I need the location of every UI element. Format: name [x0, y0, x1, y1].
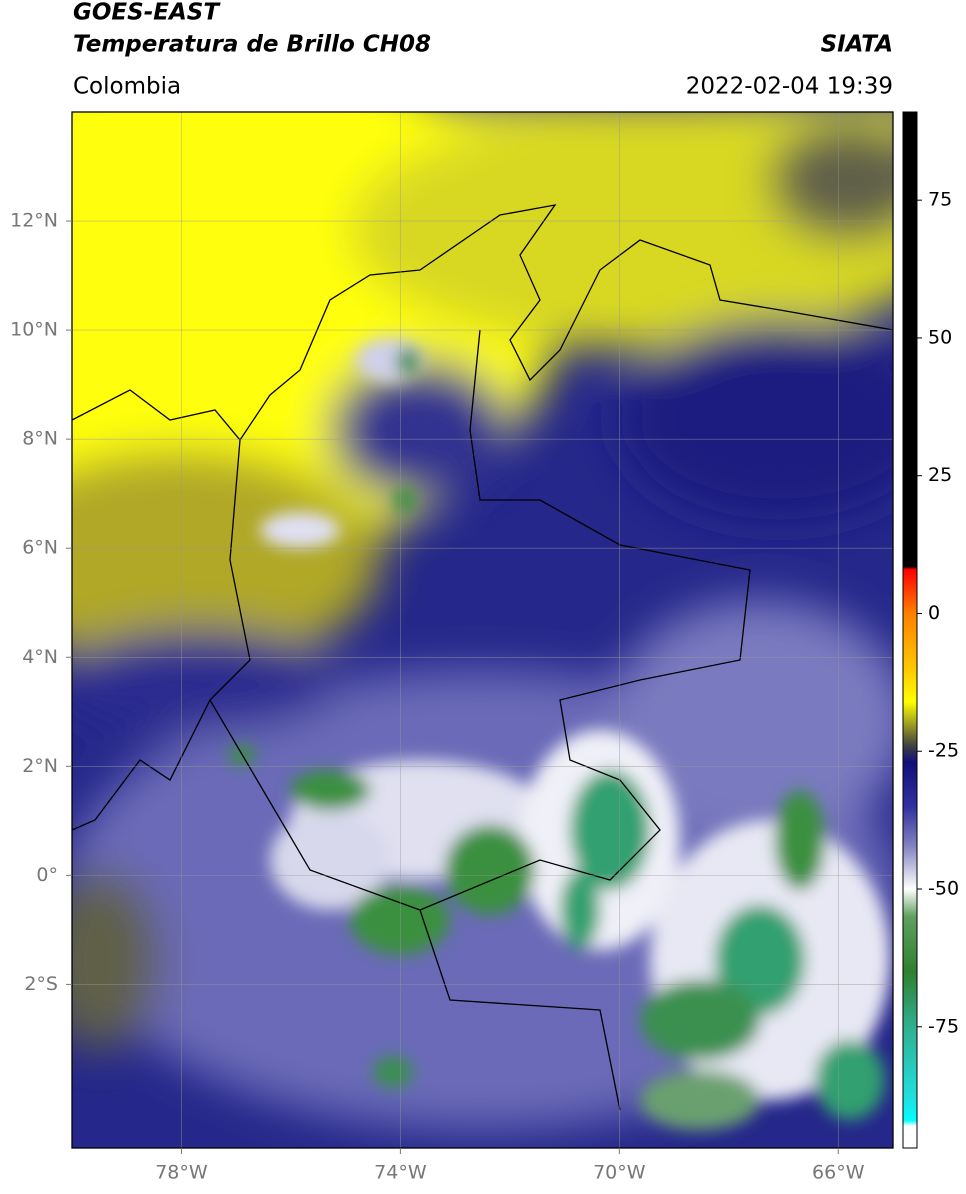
x-tick-label: 70°W [593, 1162, 646, 1184]
map-frame [71, 111, 894, 1149]
colorbar-tick-label: 25 [928, 464, 952, 486]
product: Temperatura de Brillo CH08 [73, 32, 431, 58]
region: Colombia [73, 74, 181, 100]
y-tick-label: 2°N [22, 755, 58, 777]
y-tick-label: 10°N [10, 319, 58, 341]
x-tick-label: 78°W [155, 1162, 208, 1184]
y-tick-label: 4°N [22, 646, 58, 668]
datetime: 2022-02-04 19:39 [686, 74, 893, 100]
y-tick-label: 2°S [24, 973, 58, 995]
colorbar-tick-label: -25 [928, 740, 959, 762]
y-tick-label: 6°N [22, 537, 58, 559]
colorbar-tick-label: 50 [928, 326, 952, 348]
x-tick-label: 74°W [374, 1162, 427, 1184]
colorbar-tick-label: -50 [928, 878, 959, 900]
y-tick-label: 0° [36, 864, 58, 886]
satellite: GOES-EAST [73, 0, 221, 26]
colorbar-tick-label: 75 [928, 189, 952, 211]
source: SIATA [821, 32, 893, 58]
y-tick-label: 8°N [22, 428, 58, 450]
satellite-image [72, 112, 893, 1148]
colorbar [902, 111, 918, 1149]
y-tick-label: 12°N [10, 210, 58, 232]
colorbar-tick-label: -75 [928, 1015, 959, 1037]
x-tick-label: 66°W [812, 1162, 865, 1184]
colorbar-tick-label: 0 [928, 602, 940, 624]
